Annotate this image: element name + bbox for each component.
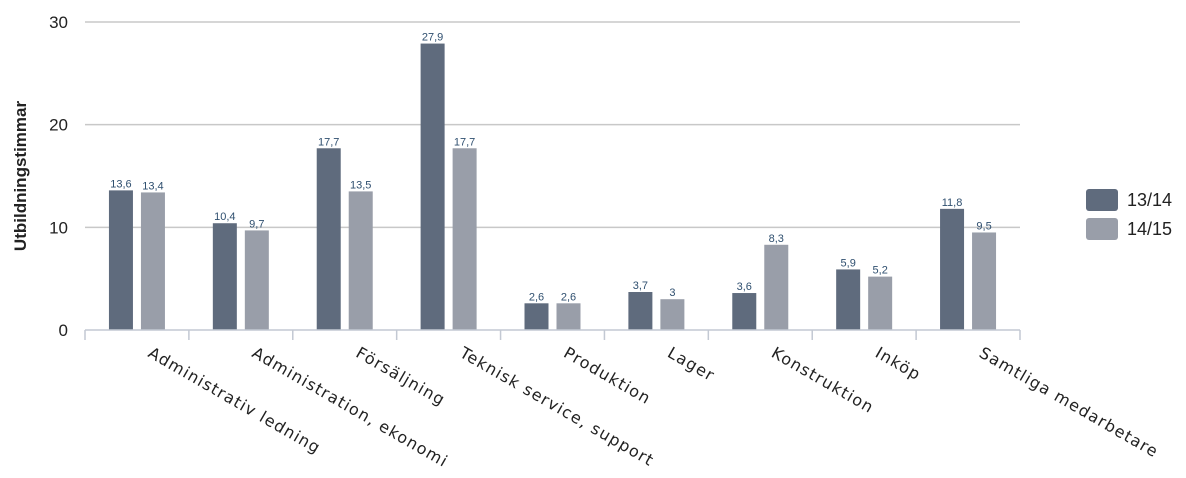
bar-14-15-6 [764,244,789,330]
bar-14-15-1 [244,230,269,330]
legend-label: 13/14 [1127,190,1172,210]
data-label: 11,8 [942,197,963,209]
bar-14-15-4 [556,303,581,330]
y-tick-label: 10 [49,218,68,237]
data-label: 9,7 [249,218,264,230]
legend: 13/14 14/15 [1086,189,1172,240]
x-tick-label: Administrativ ledning [145,343,324,458]
data-label: 2,6 [529,291,544,303]
legend-label: 14/15 [1127,219,1172,239]
data-labels: 13,6 13,4 10,4 9,7 17,7 13,5 27,9 17,7 2,6 2,6 3,7… [110,32,991,304]
bars [108,43,997,331]
x-tick-label: Samtliga medarbetare [976,343,1162,461]
bar-13-14-2 [316,148,341,330]
x-tick-label: Teknisk service, support [456,343,658,471]
bar-13-14-6 [732,293,757,330]
bar-13-14-1 [212,223,237,330]
y-axis-label: Utbildningstimmar [11,101,30,252]
bar-13-14-8 [940,208,965,330]
bar-13-14-7 [836,269,861,330]
bar-14-15-8 [972,232,997,330]
data-label: 2,6 [561,291,576,303]
bar-14-15-2 [348,191,373,330]
y-tick-label: 30 [49,13,68,32]
x-tick-label: Lager [664,343,718,385]
data-label: 3,6 [737,281,752,293]
bar-14-15-3 [452,148,477,330]
legend-swatch [1086,189,1118,211]
y-tick-label: 0 [59,321,68,340]
data-label: 5,9 [841,257,856,269]
data-label: 17,7 [318,136,339,148]
data-label: 10,4 [214,211,235,223]
bar-13-14-5 [628,292,653,330]
x-tick-label: Administration, ekonomi [249,343,452,471]
y-tick-label: 20 [49,116,68,135]
data-label: 8,3 [769,233,784,245]
bar-13-14-4 [524,303,549,330]
bar-14-15-7 [868,276,893,330]
bar-14-15-0 [140,192,165,330]
bar-13-14-0 [108,190,133,330]
x-tick-label: Inköp [872,343,924,384]
data-label: 13,6 [110,178,131,190]
data-label: 9,5 [976,220,991,232]
data-label: 5,2 [873,265,888,277]
bar-14-15-5 [660,299,685,330]
data-label: 3,7 [633,280,648,292]
x-tick-label: Produktion [561,343,655,408]
data-label: 13,4 [142,180,163,192]
data-label: 3 [669,287,675,299]
legend-swatch [1086,218,1118,240]
x-tick-label: Försäljning [353,343,449,410]
bar-13-14-3 [420,43,445,331]
x-axis [84,329,1021,340]
data-label: 13,5 [350,179,371,191]
data-label: 27,9 [422,32,443,44]
gridlines [85,21,1020,229]
data-label: 17,7 [454,136,475,148]
x-tick-label: Konstruktion [768,343,877,417]
y-tick-labels: 0 10 20 30 [49,13,68,340]
